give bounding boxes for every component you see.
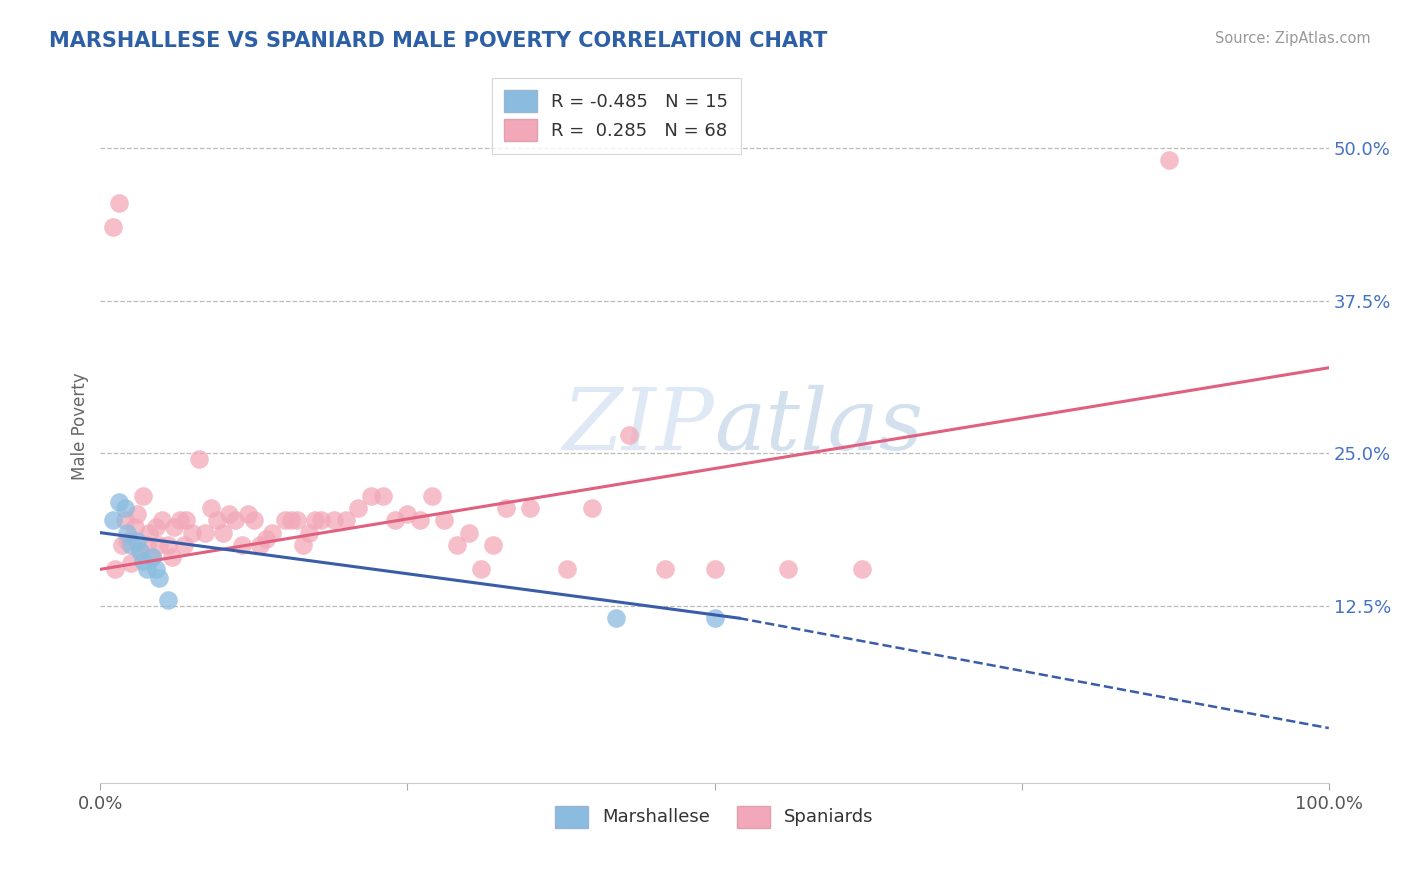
- Point: [148, 571, 170, 585]
- Point: [778, 562, 800, 576]
- Point: [104, 562, 127, 576]
- Point: [176, 513, 198, 527]
- Y-axis label: Male Poverty: Male Poverty: [72, 372, 89, 480]
- Text: ZIP: ZIP: [562, 384, 714, 467]
- Point: [120, 556, 142, 570]
- Point: [194, 525, 217, 540]
- Point: [101, 513, 124, 527]
- Point: [292, 538, 315, 552]
- Point: [1157, 153, 1180, 168]
- Point: [117, 534, 139, 549]
- Point: [156, 592, 179, 607]
- Point: [117, 525, 139, 540]
- Point: [141, 550, 163, 565]
- Point: [200, 501, 222, 516]
- Point: [495, 501, 517, 516]
- Point: [322, 513, 344, 527]
- Point: [124, 519, 146, 533]
- Point: [114, 513, 136, 527]
- Point: [127, 534, 149, 549]
- Point: [160, 550, 183, 565]
- Point: [127, 508, 149, 522]
- Point: [703, 611, 725, 625]
- Point: [136, 562, 159, 576]
- Point: [132, 489, 155, 503]
- Point: [148, 538, 170, 552]
- Point: [236, 508, 259, 522]
- Legend: Marshallese, Spaniards: Marshallese, Spaniards: [548, 798, 882, 835]
- Point: [285, 513, 308, 527]
- Point: [224, 513, 246, 527]
- Point: [120, 538, 142, 552]
- Point: [654, 562, 676, 576]
- Point: [101, 220, 124, 235]
- Point: [173, 538, 195, 552]
- Point: [360, 489, 382, 503]
- Point: [311, 513, 333, 527]
- Point: [555, 562, 578, 576]
- Point: [128, 544, 150, 558]
- Point: [163, 519, 186, 533]
- Point: [114, 501, 136, 516]
- Point: [617, 428, 640, 442]
- Point: [433, 513, 456, 527]
- Point: [280, 513, 302, 527]
- Point: [262, 525, 284, 540]
- Point: [181, 525, 204, 540]
- Point: [384, 513, 406, 527]
- Text: MARSHALLESE VS SPANIARD MALE POVERTY CORRELATION CHART: MARSHALLESE VS SPANIARD MALE POVERTY COR…: [49, 31, 828, 51]
- Point: [218, 508, 240, 522]
- Point: [519, 501, 541, 516]
- Point: [132, 554, 155, 568]
- Point: [187, 452, 209, 467]
- Point: [703, 562, 725, 576]
- Point: [169, 513, 191, 527]
- Point: [145, 562, 167, 576]
- Point: [128, 544, 150, 558]
- Point: [156, 538, 179, 552]
- Point: [396, 508, 419, 522]
- Point: [249, 538, 271, 552]
- Point: [107, 195, 129, 210]
- Point: [446, 538, 468, 552]
- Point: [254, 532, 277, 546]
- Point: [231, 538, 253, 552]
- Point: [145, 519, 167, 533]
- Point: [851, 562, 873, 576]
- Point: [304, 513, 326, 527]
- Point: [420, 489, 443, 503]
- Point: [141, 550, 163, 565]
- Point: [409, 513, 432, 527]
- Point: [605, 611, 627, 625]
- Text: atlas: atlas: [714, 384, 924, 467]
- Point: [107, 495, 129, 509]
- Point: [138, 525, 160, 540]
- Point: [273, 513, 295, 527]
- Point: [581, 501, 603, 516]
- Point: [335, 513, 357, 527]
- Point: [347, 501, 370, 516]
- Point: [212, 525, 235, 540]
- Point: [243, 513, 266, 527]
- Point: [482, 538, 505, 552]
- Point: [470, 562, 492, 576]
- Point: [150, 513, 173, 527]
- Point: [205, 513, 228, 527]
- Point: [371, 489, 394, 503]
- Point: [136, 538, 159, 552]
- Point: [298, 525, 321, 540]
- Text: Source: ZipAtlas.com: Source: ZipAtlas.com: [1215, 31, 1371, 46]
- Point: [457, 525, 479, 540]
- Point: [111, 538, 134, 552]
